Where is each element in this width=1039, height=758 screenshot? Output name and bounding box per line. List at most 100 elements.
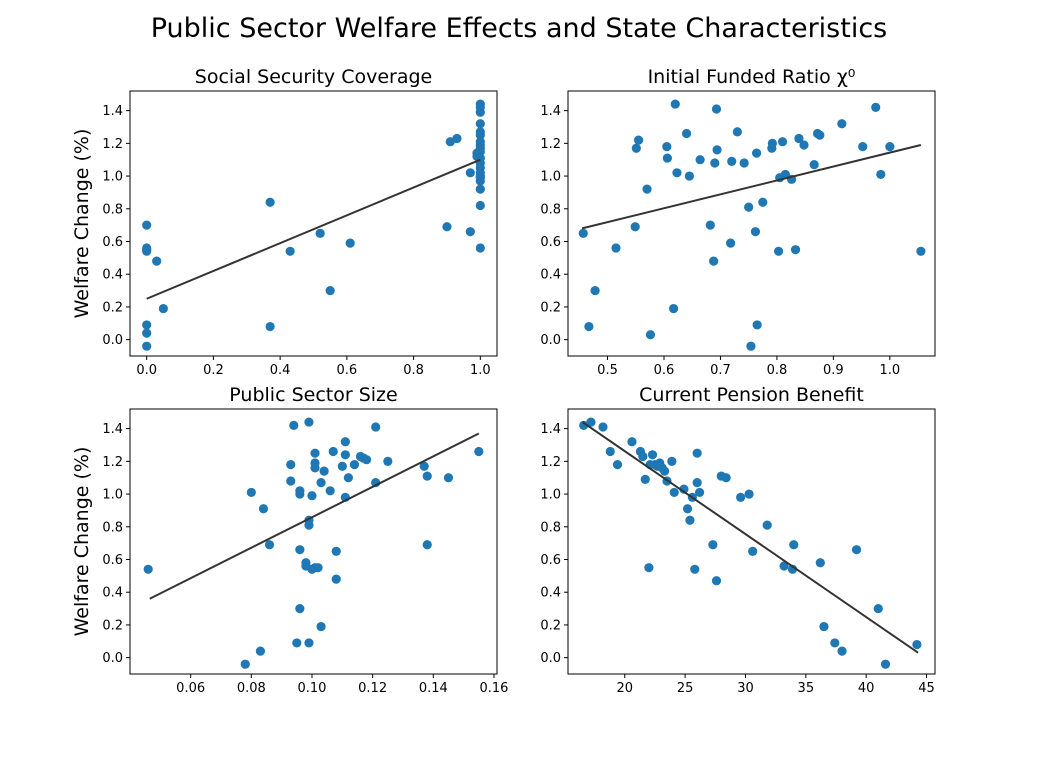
y-tick-label: 0.0 [102, 333, 123, 348]
x-tick-label: 0.6 [337, 363, 358, 378]
data-point [316, 478, 326, 488]
data-point [751, 148, 762, 158]
subplot-title: Social Security Coverage [195, 66, 432, 88]
y-tick-label: 0.4 [102, 268, 123, 283]
data-point [916, 246, 926, 256]
x-tick-label: 0.9 [823, 363, 844, 378]
data-point [780, 169, 790, 180]
data-point [640, 474, 650, 484]
data-point [789, 540, 799, 550]
data-point [340, 450, 350, 460]
data-point [880, 659, 891, 669]
data-point [694, 487, 705, 498]
fit-line [149, 432, 480, 600]
data-point [331, 574, 341, 584]
data-point [809, 160, 819, 170]
axes-frame [567, 408, 936, 675]
data-point [790, 245, 801, 255]
data-point [475, 171, 485, 181]
data-point [301, 558, 311, 568]
data-point [143, 564, 153, 574]
x-tick-label: 0.16 [479, 681, 508, 696]
y-tick-label: 0.2 [540, 300, 561, 315]
data-point [885, 142, 895, 152]
data-point [662, 153, 672, 163]
data-point [315, 228, 325, 238]
y-tick-label: 1.2 [102, 455, 123, 470]
y-tick-label: 0.2 [102, 618, 123, 633]
data-point [711, 576, 722, 586]
data-point [667, 456, 677, 466]
x-tick-label: 0.14 [419, 681, 448, 696]
data-point [310, 458, 320, 468]
data-point [627, 437, 637, 447]
data-point [307, 491, 317, 501]
data-point [779, 561, 789, 571]
data-point [371, 422, 381, 432]
data-point [777, 137, 788, 147]
y-tick-label: 0.0 [102, 651, 123, 666]
data-point [443, 473, 454, 483]
data-point [692, 448, 702, 458]
data-point [710, 158, 720, 168]
data-point [708, 540, 718, 550]
y-tick-label: 1.2 [540, 137, 561, 152]
data-point [695, 155, 705, 165]
data-point [647, 450, 658, 460]
data-point [746, 341, 756, 351]
data-point [794, 133, 804, 144]
data-point [638, 451, 648, 462]
y-tick-label: 0.4 [540, 268, 561, 283]
data-point [246, 487, 256, 498]
data-point [837, 119, 847, 129]
data-point [815, 130, 825, 140]
y-tick-label: 1.0 [102, 488, 123, 503]
x-tick-label: 0.4 [270, 363, 291, 378]
y-tick-label: 1.4 [102, 422, 123, 437]
subplot-4: Current Pension Benefit 20 25 30 35 40 45 0.0 0.… [540, 384, 936, 696]
data-point [337, 461, 347, 471]
data-point [774, 246, 784, 256]
data-point [744, 202, 754, 212]
x-tick-label: 0.0 [136, 363, 157, 378]
data-point [419, 461, 429, 471]
data-point [598, 422, 608, 432]
data-point [912, 639, 922, 650]
data-point [712, 145, 722, 155]
subplot-1: Social Security Coverage Welfare Change (… [71, 66, 498, 378]
subplot-title: Public Sector Size [229, 384, 397, 406]
data-point [837, 646, 847, 656]
y-axis-label: Welfare Change (%) [71, 447, 93, 637]
data-point [475, 119, 485, 129]
data-point [767, 138, 777, 148]
y-tick-label: 1.0 [102, 170, 123, 185]
x-tick-label: 0.8 [767, 363, 788, 378]
data-point [343, 473, 353, 483]
y-tick-label: 1.0 [540, 488, 561, 503]
data-point [670, 99, 680, 109]
data-point [584, 321, 594, 332]
y-tick-label: 1.0 [540, 170, 561, 185]
data-point [739, 158, 749, 168]
data-point [442, 222, 452, 232]
axes-frame [129, 90, 498, 357]
data-point [642, 184, 652, 194]
data-point [383, 456, 393, 466]
data-point [631, 143, 641, 153]
data-point [682, 504, 693, 514]
data-point [465, 168, 475, 178]
data-point [295, 545, 305, 555]
data-point [858, 142, 868, 152]
data-point [762, 520, 772, 530]
data-point [325, 285, 335, 296]
data-point [142, 220, 152, 230]
data-point [685, 515, 695, 525]
data-point [295, 603, 305, 614]
data-point [304, 638, 314, 648]
data-point [684, 171, 694, 181]
y-tick-label: 0.2 [102, 300, 123, 315]
data-point [289, 420, 299, 430]
data-point [876, 169, 886, 180]
data-point [142, 243, 152, 253]
